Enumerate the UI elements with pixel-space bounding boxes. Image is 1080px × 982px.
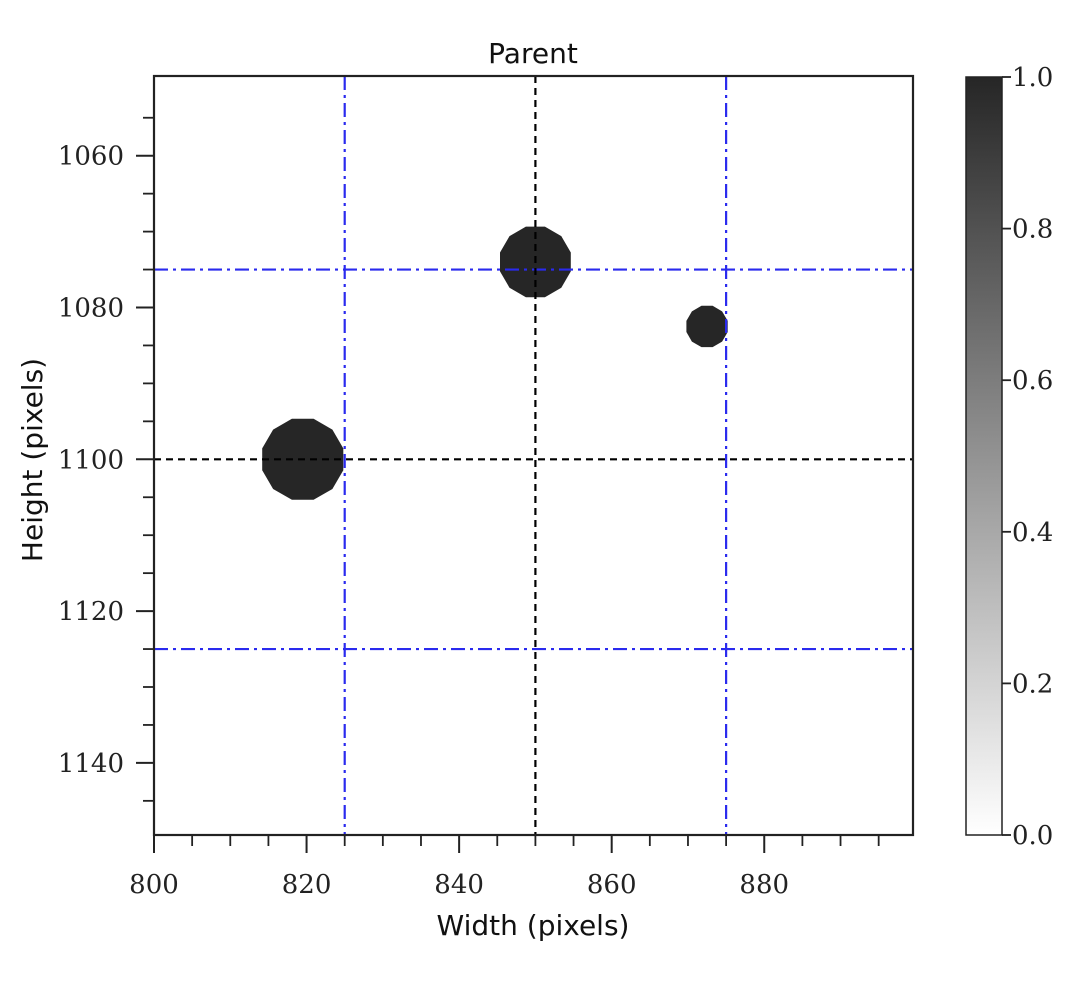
- y-tick-label: 1140: [58, 749, 124, 779]
- colorbar-tick-label: 0.8: [1012, 215, 1053, 245]
- colorbar-tick-label: 1.0: [1012, 63, 1053, 93]
- x-tick-label: 860: [587, 870, 637, 900]
- x-tick-label: 820: [282, 870, 332, 900]
- y-tick-label: 1060: [58, 142, 124, 172]
- plot-area: [152, 74, 915, 837]
- colorbar-gradient: [965, 76, 1003, 836]
- x-axis-label: Width (pixels): [437, 909, 630, 942]
- x-axis: 800 820 840 860 880: [129, 835, 880, 900]
- x-tick-label: 800: [129, 870, 179, 900]
- colorbar: 0.0 0.2 0.4 0.6 0.8 1.0: [965, 63, 1053, 851]
- x-tick-label: 840: [434, 870, 484, 900]
- reference-lines: [154, 76, 913, 835]
- chart-title: Parent: [488, 37, 578, 70]
- colorbar-ticks: 0.0 0.2 0.4 0.6 0.8 1.0: [1002, 63, 1053, 851]
- colorbar-tick-label: 0.6: [1012, 366, 1053, 396]
- colorbar-tick-label: 0.4: [1012, 518, 1053, 548]
- y-axis: 1060 1080 1100 1120 1140: [58, 116, 154, 802]
- y-tick-label: 1120: [58, 597, 124, 627]
- blob-3: [686, 305, 728, 348]
- colorbar-tick-label: 0.0: [1012, 821, 1053, 851]
- plot-frame: [152, 74, 915, 837]
- y-tick-label: 1080: [58, 293, 124, 323]
- colorbar-tick-label: 0.2: [1012, 669, 1053, 699]
- y-tick-label: 1100: [58, 445, 124, 475]
- y-axis-label: Height (pixels): [16, 358, 49, 562]
- x-tick-label: 880: [739, 870, 789, 900]
